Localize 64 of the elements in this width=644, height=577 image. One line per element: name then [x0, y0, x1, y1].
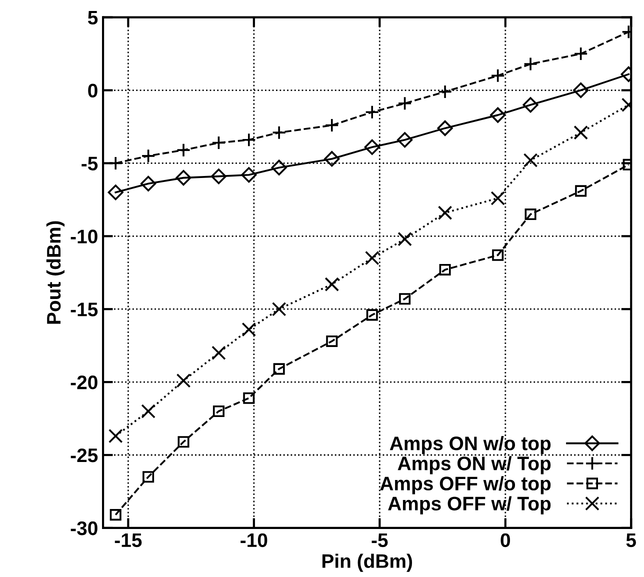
point	[108, 184, 124, 200]
y-tick-label: 0	[88, 84, 98, 98]
legend-label: Amps OFF w/o top	[380, 476, 551, 494]
point	[326, 335, 338, 347]
y-tick-label: -5	[82, 156, 98, 170]
point	[271, 160, 287, 176]
point	[398, 232, 412, 246]
point	[141, 148, 156, 164]
x-tick-label: -5	[372, 534, 388, 548]
y-tick-label: -15	[70, 302, 98, 316]
x-tick-label: 0	[500, 533, 510, 548]
point	[573, 82, 589, 98]
legend-label: Amps OFF w/ Top	[388, 496, 551, 514]
point	[397, 132, 413, 148]
point	[437, 120, 453, 136]
point	[176, 373, 191, 388]
x-tick-label: -15	[114, 534, 142, 548]
point	[140, 176, 156, 192]
point	[399, 293, 411, 305]
y-tick-label: -20	[70, 376, 98, 390]
point	[324, 277, 340, 292]
point	[574, 46, 588, 61]
point	[398, 96, 412, 111]
point	[273, 363, 285, 375]
x-tick-label: 5	[626, 534, 636, 548]
legend-label: Amps ON w/o top	[390, 436, 551, 454]
point	[272, 302, 286, 316]
y-tick-label: -25	[70, 448, 98, 462]
point	[438, 206, 452, 220]
point	[522, 97, 538, 113]
point	[575, 185, 587, 197]
point	[141, 404, 156, 418]
point	[108, 428, 123, 444]
y-tick-label: 5	[88, 10, 98, 25]
point	[490, 107, 506, 123]
point	[366, 309, 378, 321]
point	[110, 509, 122, 521]
point	[324, 151, 340, 167]
point	[142, 471, 154, 483]
point	[324, 118, 340, 132]
x-tick-label: -10	[240, 533, 268, 548]
point	[176, 170, 192, 186]
y-tick-label: -10	[70, 230, 98, 244]
point	[178, 436, 190, 448]
point	[243, 392, 255, 404]
point	[490, 191, 505, 206]
point	[439, 264, 451, 276]
point	[574, 125, 588, 140]
y-tick-label: -30	[70, 521, 98, 536]
point	[523, 153, 538, 168]
point	[364, 139, 380, 155]
x-axis-title: Pin (dBm)	[322, 554, 412, 572]
point	[524, 208, 536, 220]
point	[212, 405, 224, 417]
point	[212, 346, 226, 360]
y-axis-title: Pout (dBm)	[46, 221, 65, 324]
point	[212, 136, 226, 150]
legend-label: Amps ON w/ Top	[398, 456, 551, 474]
point	[241, 167, 257, 183]
point	[492, 249, 504, 261]
point	[210, 168, 226, 184]
point	[242, 322, 256, 337]
point	[490, 68, 505, 83]
point	[364, 250, 380, 266]
